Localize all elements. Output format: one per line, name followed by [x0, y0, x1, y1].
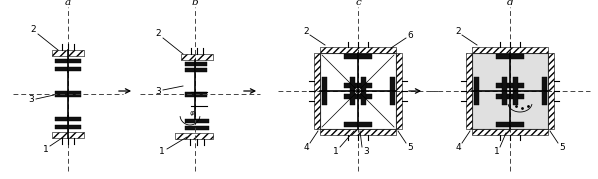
Bar: [52, 132, 84, 138]
Bar: [396, 53, 402, 129]
Text: 5: 5: [407, 142, 413, 151]
Bar: [185, 92, 207, 97]
Bar: [320, 47, 396, 53]
Text: 2: 2: [303, 26, 309, 35]
Bar: [472, 129, 548, 135]
Text: 1: 1: [333, 146, 339, 156]
Text: 2: 2: [155, 30, 161, 38]
Bar: [314, 53, 320, 129]
Text: 3: 3: [363, 146, 369, 156]
Bar: [496, 94, 524, 99]
Bar: [472, 53, 548, 129]
Bar: [55, 59, 81, 63]
Bar: [185, 119, 209, 123]
Bar: [472, 47, 548, 53]
Bar: [502, 77, 507, 105]
Bar: [344, 83, 372, 88]
Text: 4: 4: [455, 142, 461, 151]
Bar: [185, 126, 209, 130]
Bar: [55, 67, 81, 71]
Bar: [474, 77, 479, 105]
Bar: [350, 77, 355, 105]
Bar: [322, 77, 327, 105]
Text: 3: 3: [155, 88, 161, 96]
Bar: [496, 54, 524, 59]
Text: 5: 5: [559, 142, 565, 151]
Bar: [175, 133, 213, 139]
Text: d: d: [507, 0, 513, 7]
Bar: [52, 50, 84, 56]
Text: c: c: [355, 0, 361, 7]
Bar: [344, 122, 372, 127]
Text: φ: φ: [190, 110, 194, 116]
Bar: [55, 125, 81, 129]
Bar: [466, 53, 472, 129]
Bar: [548, 53, 554, 129]
Text: 1: 1: [159, 147, 165, 156]
Bar: [344, 54, 372, 59]
Bar: [55, 91, 81, 97]
Bar: [542, 77, 547, 105]
Bar: [390, 77, 395, 105]
Text: 3: 3: [28, 96, 34, 105]
Bar: [320, 129, 396, 135]
Text: a: a: [65, 0, 71, 7]
Bar: [361, 77, 366, 105]
Text: 6: 6: [407, 30, 413, 40]
Bar: [496, 83, 524, 88]
Bar: [185, 68, 207, 72]
Text: 1: 1: [43, 144, 49, 154]
Bar: [344, 94, 372, 99]
Text: 1: 1: [494, 146, 500, 156]
Text: 2: 2: [30, 25, 36, 35]
Text: 2: 2: [455, 26, 461, 35]
Text: b: b: [192, 0, 199, 7]
Bar: [496, 122, 524, 127]
Bar: [513, 77, 518, 105]
Bar: [55, 117, 81, 121]
Bar: [320, 53, 396, 129]
Bar: [185, 62, 207, 66]
Bar: [181, 54, 213, 60]
Text: 4: 4: [303, 142, 309, 151]
